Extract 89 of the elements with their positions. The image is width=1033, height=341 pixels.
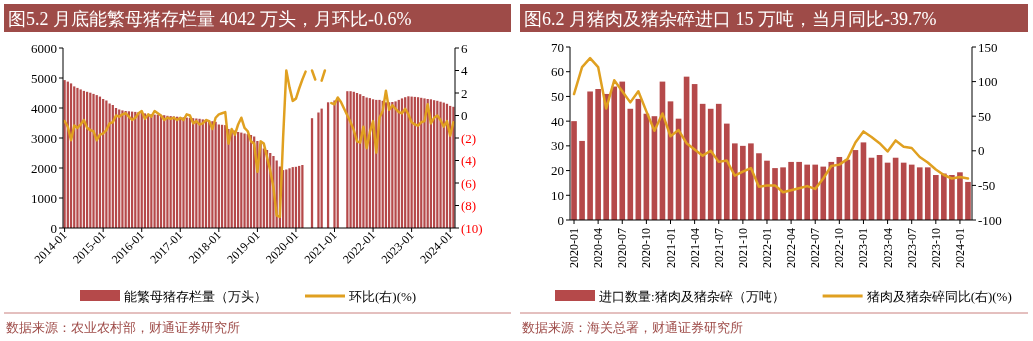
x-tick-label: 2024-01 (952, 228, 967, 268)
y-tick-label: 70 (551, 39, 564, 55)
bar (571, 121, 577, 220)
y-tick-label: 20 (551, 163, 564, 179)
y2-tick-label: 4 (461, 63, 468, 78)
y2-tick-label: 6 (461, 40, 468, 56)
y2-tick-label: (10) (461, 220, 483, 236)
legend-label: 进口数量:猪肉及猪杂碎（万吨） (599, 289, 785, 304)
x-tick-label: 2021-10 (735, 228, 750, 268)
y-tick-label: 2000 (31, 160, 57, 176)
y2-tick-label: 0 (461, 108, 468, 123)
y-tick-label: 6000 (31, 40, 57, 56)
bar (587, 91, 593, 220)
bar (707, 108, 714, 220)
y2-tick-label: (8) (461, 198, 477, 213)
bar (317, 112, 320, 228)
y2-tick-label: (6) (461, 175, 477, 191)
bar (933, 175, 939, 220)
bar (595, 89, 601, 220)
line-series (572, 56, 970, 194)
x-tick-label: 2022-04 (784, 228, 799, 268)
y-tick-label: 0 (50, 220, 57, 236)
source-note: 数据来源：农业农村部，财通证券研究所 (6, 320, 240, 335)
y2-tick-label: (2) (461, 130, 477, 146)
x-tick-label: 2023-04 (880, 228, 895, 268)
chart-title: 图6.2 月猪肉及猪杂碎进口 15 万吨，当月同比-39.7% (524, 9, 937, 29)
y2-tick-label: 50 (978, 108, 991, 124)
x-tick-label: 2020-10 (639, 228, 654, 268)
x-tick-label: 2022-01 (759, 228, 774, 268)
legend-label: 猪肉及猪杂碎同比(右)(%) (866, 289, 1012, 304)
y-tick-label: 3000 (31, 130, 57, 146)
y-tick-label: 40 (551, 113, 564, 129)
bar (820, 166, 827, 220)
chart-title: 图5.2 月底能繁母猪存栏量 4042 万头，月环比-0.6% (8, 9, 412, 29)
bar (804, 164, 810, 220)
bar (603, 93, 609, 220)
x-tick-label: 2020-07 (615, 228, 630, 268)
bar (772, 168, 778, 220)
y2-tick-label: -100 (978, 212, 1002, 228)
x-tick-label: 2020-01 (567, 228, 582, 268)
bar (796, 161, 802, 220)
bar (941, 173, 947, 220)
y-tick-label: 1000 (31, 190, 57, 206)
bar (748, 143, 754, 220)
bar (627, 108, 634, 220)
bar (619, 81, 626, 220)
x-tick-label: 2021-04 (687, 228, 702, 268)
x-tick-label: 2023-10 (928, 228, 943, 268)
x-tick-label: 2023-07 (904, 228, 919, 268)
y-tick-label: 30 (551, 138, 564, 154)
bar (788, 161, 794, 220)
bar (924, 167, 931, 220)
bar (715, 103, 722, 220)
x-tick-label: 2020-04 (591, 228, 606, 268)
bar (812, 164, 819, 220)
bar (916, 167, 923, 220)
bar (732, 143, 738, 220)
source-note: 数据来源：海关总署，财通证券研究所 (522, 320, 743, 335)
bar (756, 153, 762, 220)
bar (949, 175, 955, 220)
y-tick-label: 60 (551, 64, 564, 80)
x-tick-label: 2022-10 (832, 228, 847, 268)
y2-tick-label: 0 (978, 143, 985, 159)
y2-tick-label: -50 (978, 177, 996, 193)
y2-tick-label: 100 (978, 74, 998, 90)
bar (965, 181, 971, 220)
y2-tick-label: 150 (978, 39, 998, 55)
y-tick-label: 0 (557, 212, 564, 228)
y2-tick-label: (4) (461, 153, 477, 168)
bar (723, 123, 730, 220)
legend-label: 能繁母猪存栏量（万头） (124, 289, 267, 304)
x-tick-label: 2021-01 (663, 228, 678, 268)
bar (764, 160, 770, 220)
y-tick-label: 50 (551, 88, 564, 104)
y-tick-label: 10 (551, 187, 564, 203)
bar (828, 161, 835, 220)
x-tick-label: 2021-07 (711, 228, 726, 268)
x-tick-label: 2023-01 (856, 228, 871, 268)
bar (611, 86, 618, 220)
bar (908, 164, 915, 220)
y2-tick-label: 2 (461, 85, 468, 101)
bar (780, 167, 786, 220)
bar (579, 140, 585, 220)
x-tick-label: 2022-07 (808, 228, 823, 268)
legend-label: 环比(右)(%) (349, 289, 417, 304)
bar (957, 172, 963, 220)
bar (740, 145, 746, 220)
y-tick-label: 5000 (31, 70, 57, 86)
y-tick-label: 4000 (31, 100, 57, 116)
